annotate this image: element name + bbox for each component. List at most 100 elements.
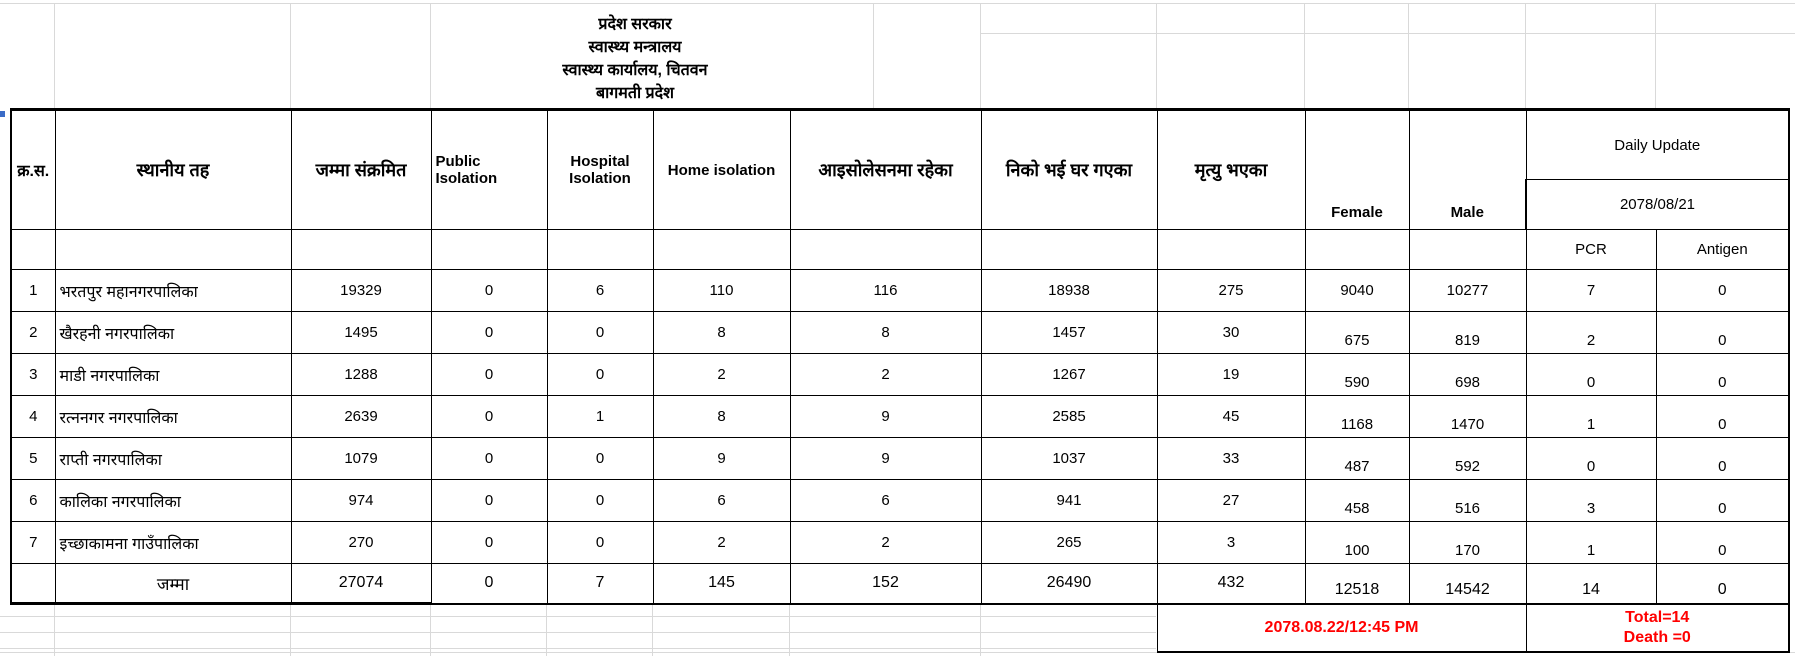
total-infected-cell[interactable]: 1288 bbox=[290, 353, 432, 396]
public-isolation-cell[interactable]: 0 bbox=[430, 437, 548, 480]
hospital-isolation-cell[interactable]: 0 bbox=[546, 437, 654, 480]
empty-cell[interactable] bbox=[1304, 229, 1410, 270]
header-pcr[interactable]: PCR bbox=[1525, 229, 1657, 270]
pcr-cell[interactable]: 2 bbox=[1525, 311, 1657, 354]
total-recovered-cell[interactable]: 26490 bbox=[980, 563, 1158, 605]
empty-cell[interactable] bbox=[290, 229, 432, 270]
total-label-cell[interactable]: जम्मा bbox=[54, 563, 292, 605]
antigen-cell[interactable]: 0 bbox=[1655, 521, 1790, 564]
footer-timestamp-cell[interactable]: 2078.08.22/12:45 PM bbox=[1156, 603, 1527, 653]
municipality-name-cell[interactable]: इच्छाकामना गाउँपालिका bbox=[54, 521, 292, 564]
deaths-cell[interactable]: 45 bbox=[1156, 395, 1306, 438]
hospital-isolation-cell[interactable]: 0 bbox=[546, 479, 654, 522]
empty-cell[interactable] bbox=[789, 229, 982, 270]
municipality-name-cell[interactable]: रत्ननगर नगरपालिका bbox=[54, 395, 292, 438]
public-isolation-cell[interactable]: 0 bbox=[430, 479, 548, 522]
sn-cell[interactable]: 1 bbox=[10, 269, 56, 312]
empty-cell[interactable] bbox=[980, 229, 1158, 270]
sn-cell[interactable]: 2 bbox=[10, 311, 56, 354]
header-recovered[interactable]: निको भई घर गएका bbox=[980, 108, 1158, 230]
pcr-cell[interactable]: 1 bbox=[1525, 395, 1657, 438]
male-cell[interactable]: 1470 bbox=[1408, 395, 1527, 438]
header-female[interactable]: Female bbox=[1304, 108, 1410, 230]
header-male[interactable]: Male bbox=[1408, 108, 1527, 230]
hospital-isolation-cell[interactable]: 1 bbox=[546, 395, 654, 438]
antigen-cell[interactable]: 0 bbox=[1655, 395, 1790, 438]
sn-cell[interactable]: 5 bbox=[10, 437, 56, 480]
pcr-cell[interactable]: 7 bbox=[1525, 269, 1657, 312]
in-isolation-cell[interactable]: 9 bbox=[789, 395, 982, 438]
total-infected-cell[interactable]: 270 bbox=[290, 521, 432, 564]
home-isolation-cell[interactable]: 6 bbox=[652, 479, 791, 522]
municipality-name-cell[interactable]: खैरहनी नगरपालिका bbox=[54, 311, 292, 354]
deaths-cell[interactable]: 27 bbox=[1156, 479, 1306, 522]
total-sn-cell[interactable] bbox=[10, 563, 56, 605]
in-isolation-cell[interactable]: 9 bbox=[789, 437, 982, 480]
municipality-name-cell[interactable]: माडी नगरपालिका bbox=[54, 353, 292, 396]
pcr-cell[interactable]: 0 bbox=[1525, 353, 1657, 396]
female-cell[interactable]: 458 bbox=[1304, 479, 1410, 522]
empty-cell[interactable] bbox=[652, 229, 791, 270]
hospital-isolation-cell[interactable]: 0 bbox=[546, 311, 654, 354]
header-daily-update-date[interactable]: 2078/08/21 bbox=[1525, 179, 1790, 230]
male-cell[interactable]: 516 bbox=[1408, 479, 1527, 522]
header-hospital-isolation[interactable]: Hospital Isolation bbox=[546, 108, 654, 230]
male-cell[interactable]: 592 bbox=[1408, 437, 1527, 480]
public-isolation-cell[interactable]: 0 bbox=[430, 521, 548, 564]
hospital-isolation-cell[interactable]: 0 bbox=[546, 521, 654, 564]
total-public-cell[interactable]: 0 bbox=[430, 563, 548, 605]
empty-cell[interactable] bbox=[1156, 229, 1306, 270]
empty-cell[interactable] bbox=[54, 229, 292, 270]
municipality-name-cell[interactable]: भरतपुर महानगरपालिका bbox=[54, 269, 292, 312]
home-isolation-cell[interactable]: 9 bbox=[652, 437, 791, 480]
header-sn[interactable]: क्र.स. bbox=[10, 108, 56, 230]
total-deaths-cell[interactable]: 432 bbox=[1156, 563, 1306, 605]
hospital-isolation-cell[interactable]: 0 bbox=[546, 353, 654, 396]
sn-cell[interactable]: 3 bbox=[10, 353, 56, 396]
pcr-cell[interactable]: 1 bbox=[1525, 521, 1657, 564]
female-cell[interactable]: 1168 bbox=[1304, 395, 1410, 438]
pcr-cell[interactable]: 0 bbox=[1525, 437, 1657, 480]
female-cell[interactable]: 100 bbox=[1304, 521, 1410, 564]
deaths-cell[interactable]: 3 bbox=[1156, 521, 1306, 564]
empty-cell[interactable] bbox=[10, 229, 56, 270]
male-cell[interactable]: 10277 bbox=[1408, 269, 1527, 312]
empty-cell[interactable] bbox=[1408, 229, 1527, 270]
total-male-cell[interactable]: 14542 bbox=[1408, 563, 1527, 605]
in-isolation-cell[interactable]: 6 bbox=[789, 479, 982, 522]
total-pcr-cell[interactable]: 14 bbox=[1525, 563, 1657, 605]
antigen-cell[interactable]: 0 bbox=[1655, 479, 1790, 522]
footer-total-cell[interactable]: Total=14 Death =0 bbox=[1525, 603, 1790, 653]
home-isolation-cell[interactable]: 2 bbox=[652, 353, 791, 396]
header-in-isolation[interactable]: आइसोलेसनमा रहेका bbox=[789, 108, 982, 230]
deaths-cell[interactable]: 30 bbox=[1156, 311, 1306, 354]
female-cell[interactable]: 9040 bbox=[1304, 269, 1410, 312]
empty-cell[interactable] bbox=[430, 229, 548, 270]
total-infected-cell[interactable]: 1495 bbox=[290, 311, 432, 354]
recovered-cell[interactable]: 1457 bbox=[980, 311, 1158, 354]
female-cell[interactable]: 675 bbox=[1304, 311, 1410, 354]
municipality-name-cell[interactable]: राप्ती नगरपालिका bbox=[54, 437, 292, 480]
total-antigen-cell[interactable]: 0 bbox=[1655, 563, 1790, 605]
header-deaths[interactable]: मृत्यु भएका bbox=[1156, 108, 1306, 230]
deaths-cell[interactable]: 275 bbox=[1156, 269, 1306, 312]
header-daily-update[interactable]: Daily Update bbox=[1525, 108, 1790, 180]
public-isolation-cell[interactable]: 0 bbox=[430, 269, 548, 312]
home-isolation-cell[interactable]: 8 bbox=[652, 311, 791, 354]
total-home-cell[interactable]: 145 bbox=[652, 563, 791, 605]
total-hospital-cell[interactable]: 7 bbox=[546, 563, 654, 605]
recovered-cell[interactable]: 941 bbox=[980, 479, 1158, 522]
deaths-cell[interactable]: 33 bbox=[1156, 437, 1306, 480]
home-isolation-cell[interactable]: 110 bbox=[652, 269, 791, 312]
male-cell[interactable]: 819 bbox=[1408, 311, 1527, 354]
home-isolation-cell[interactable]: 2 bbox=[652, 521, 791, 564]
total-infected-cell[interactable]: 1079 bbox=[290, 437, 432, 480]
home-isolation-cell[interactable]: 8 bbox=[652, 395, 791, 438]
recovered-cell[interactable]: 18938 bbox=[980, 269, 1158, 312]
title-block[interactable]: प्रदेश सरकार स्वास्थ्य मन्त्रालय स्वास्थ… bbox=[290, 13, 980, 105]
total-infected-cell[interactable]: 2639 bbox=[290, 395, 432, 438]
recovered-cell[interactable]: 2585 bbox=[980, 395, 1158, 438]
in-isolation-cell[interactable]: 116 bbox=[789, 269, 982, 312]
total-infected-cell[interactable]: 19329 bbox=[290, 269, 432, 312]
header-local-level[interactable]: स्थानीय तह bbox=[54, 108, 292, 230]
